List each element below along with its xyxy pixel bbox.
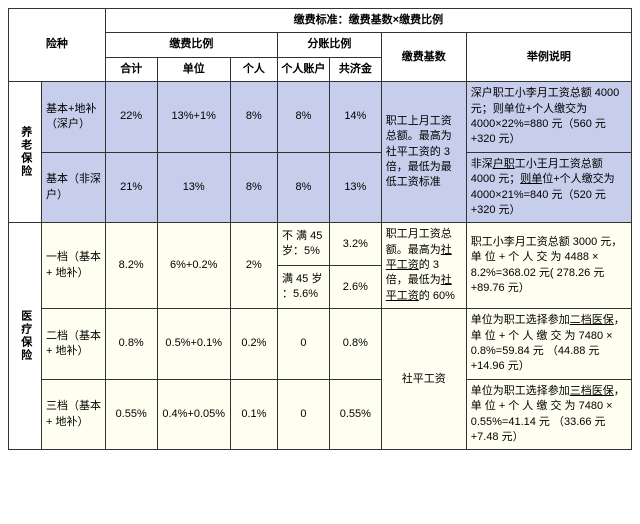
medical-tier2-personal-acct: 0	[277, 309, 329, 380]
medical-tier1-employer: 6%+0.2%	[157, 223, 230, 309]
header-mutual-fund: 共济金	[329, 57, 381, 81]
pension-row2-sub: 基本（非深户）	[42, 152, 106, 223]
pension-row1-individual: 8%	[230, 82, 277, 153]
medical-tier3-individual: 0.1%	[230, 379, 277, 450]
header-example: 举例说明	[466, 33, 631, 82]
medical-tier2-example: 单位为职工选择参加二档医保，单 位 + 个 人 缴 交 为 7480 × 0.8…	[466, 309, 631, 380]
medical-tier1-age-b: 满 45 岁 ：5.6%	[277, 266, 329, 309]
medical-tier1-mutual-b: 2.6%	[329, 266, 381, 309]
medical-tier1-example: 职工小李月工资总额 3000 元，单 位 + 个 人 交 为 4488 × 8.…	[466, 223, 631, 309]
insurance-table: 险种 缴费标准：缴费基数×缴费比例 缴费比例 分账比例 缴费基数 举例说明 合计…	[8, 8, 632, 450]
medical-tier23-base: 社平工资	[381, 309, 466, 450]
pension-row2-employer: 13%	[157, 152, 230, 223]
pension-row2-mutual: 13%	[329, 152, 381, 223]
medical-tier3-example: 单位为职工选择参加三档医保，单 位 + 个 人 缴 交 为 7480 × 0.5…	[466, 379, 631, 450]
medical-tier2-total: 0.8%	[105, 309, 157, 380]
medical-tier1-base: 职工月工资总额。最高为社平工资的 3 倍，最低为社平工资的 60%	[381, 223, 466, 309]
medical-tier3-sub: 三档（基本 + 地补）	[42, 379, 106, 450]
medical-tier3-employer: 0.4%+0.05%	[157, 379, 230, 450]
medical-tier1-individual: 2%	[230, 223, 277, 309]
header-contrib-ratio: 缴费比例	[105, 33, 277, 57]
pension-row1-mutual: 14%	[329, 82, 381, 153]
pension-row2-individual: 8%	[230, 152, 277, 223]
medical-tier2-sub: 二档（基本 + 地补）	[42, 309, 106, 380]
header-title: 缴费标准：缴费基数×缴费比例	[105, 9, 631, 33]
header-personal-acct: 个人账户	[277, 57, 329, 81]
header-individual: 个人	[230, 57, 277, 81]
header-employer: 单位	[157, 57, 230, 81]
pension-row1-personal-acct: 8%	[277, 82, 329, 153]
medical-tier1-sub: 一档（基本 + 地补）	[42, 223, 106, 309]
medical-tier2-mutual: 0.8%	[329, 309, 381, 380]
medical-tier3-total: 0.55%	[105, 379, 157, 450]
medical-tier2-individual: 0.2%	[230, 309, 277, 380]
header-base: 缴费基数	[381, 33, 466, 82]
pension-row1-example: 深户职工小李月工资总额 4000元；则单位+个人缴交为 4000×22%=880…	[466, 82, 631, 153]
medical-tier1-mutual-a: 3.2%	[329, 223, 381, 266]
medical-tier3-personal-acct: 0	[277, 379, 329, 450]
medical-tier2-employer: 0.5%+0.1%	[157, 309, 230, 380]
pension-base: 职工上月工资总额。最高为社平工资的 3 倍，最低为最低工资标准	[381, 82, 466, 223]
pension-row1-total: 22%	[105, 82, 157, 153]
medical-tier3-mutual: 0.55%	[329, 379, 381, 450]
pension-row1-sub: 基本+地补（深户）	[42, 82, 106, 153]
pension-label: 养老保险	[9, 82, 42, 223]
medical-label: 医疗保险	[9, 223, 42, 450]
pension-row2-personal-acct: 8%	[277, 152, 329, 223]
medical-tier1-total: 8.2%	[105, 223, 157, 309]
header-split-ratio: 分账比例	[277, 33, 381, 57]
header-insurance-type: 险种	[9, 9, 106, 82]
medical-tier1-age-a: 不 满 45 岁：5%	[277, 223, 329, 266]
pension-row2-total: 21%	[105, 152, 157, 223]
pension-row2-example: 非深户职工小王月工资总额 4000 元；则单位+个人缴交为 4000×21%=8…	[466, 152, 631, 223]
pension-row1-employer: 13%+1%	[157, 82, 230, 153]
header-total: 合计	[105, 57, 157, 81]
